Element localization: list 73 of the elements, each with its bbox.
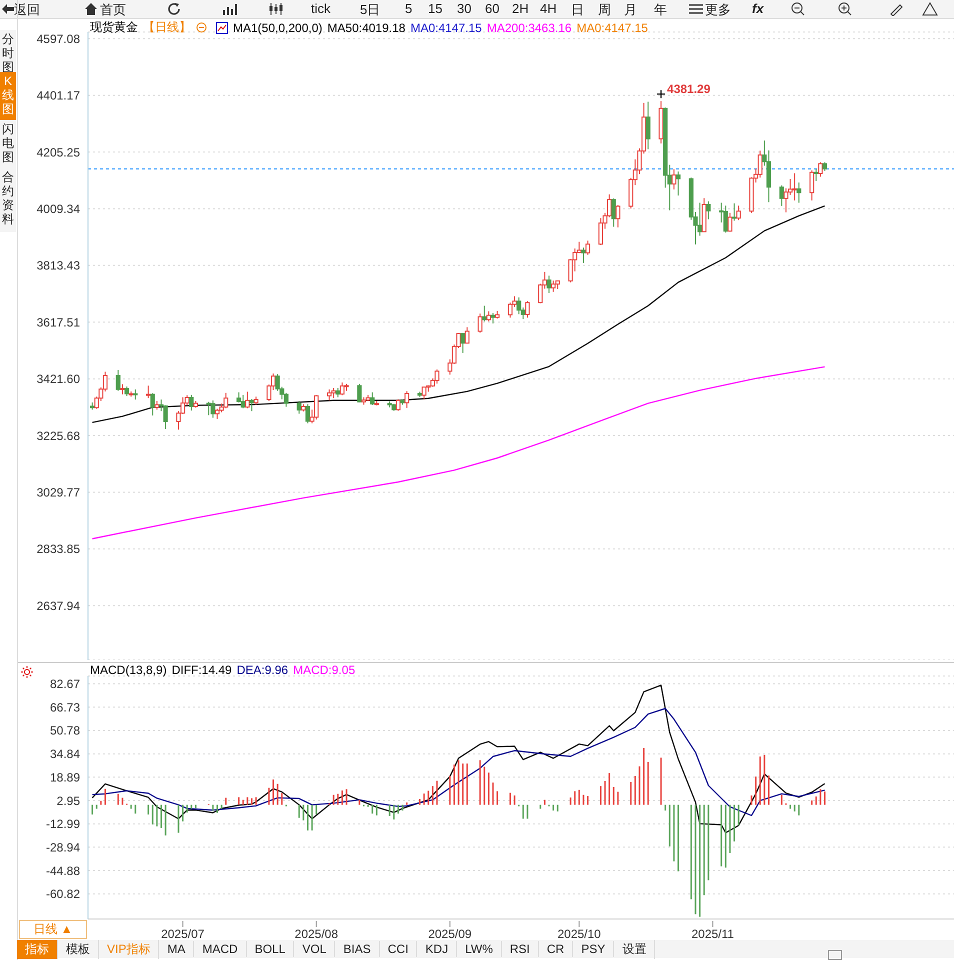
annotation: MA1(50,0,200,0) xyxy=(233,20,322,34)
x-tick-label: 2025/07 xyxy=(161,927,205,941)
text: DIFF:14.49 xyxy=(172,663,232,677)
text: 模板 xyxy=(58,940,99,958)
text: 30 xyxy=(457,1,472,16)
x-tick-label: 2025/08 xyxy=(294,927,338,941)
text: 周 xyxy=(598,1,611,19)
text: 15 xyxy=(428,1,442,16)
text: MACD xyxy=(194,941,247,957)
y-tick-label: 2.95 xyxy=(56,794,80,808)
y-tick-label: 50.78 xyxy=(50,724,80,738)
y-tick-label: 3617.51 xyxy=(36,315,80,330)
text: CR xyxy=(538,941,574,957)
y-tick-label: -60.82 xyxy=(46,887,80,902)
chart-title: 现货黄金 xyxy=(90,19,138,36)
y-tick-label: 4401.17 xyxy=(36,88,80,103)
y-tick-label: -28.94 xyxy=(46,840,80,854)
text: 合约资料 xyxy=(1,170,15,226)
text: 5日 xyxy=(360,1,380,19)
y-tick-label: 3813.43 xyxy=(36,258,80,273)
y-tick-label: 82.67 xyxy=(50,677,80,692)
text: 日线 ▲ xyxy=(19,920,87,939)
y-tick-label: 2637.94 xyxy=(36,598,80,613)
text: 更多 xyxy=(705,1,731,19)
y-tick-label: 66.73 xyxy=(50,700,80,714)
text: MA xyxy=(159,941,194,957)
y-tick-label: 4205.25 xyxy=(36,145,80,160)
y-tick-label: 18.89 xyxy=(50,770,80,784)
text: KDJ xyxy=(417,941,458,957)
x-tick-label: 2025/10 xyxy=(557,927,602,941)
text: 2H xyxy=(512,1,529,16)
text: CCI xyxy=(380,941,418,957)
text: 设置 xyxy=(614,940,656,958)
annotation: MA0:4147.15 xyxy=(410,20,482,34)
text: BIAS xyxy=(335,941,380,957)
text: VIP指标 xyxy=(99,940,160,958)
y-tick-label: 34.84 xyxy=(50,747,80,762)
annotation: 【日线】 xyxy=(143,19,191,36)
text: RSI xyxy=(502,941,539,957)
text: 闪电图 xyxy=(1,122,15,164)
text: 首页 xyxy=(100,1,126,19)
y-tick-label: 3225.68 xyxy=(36,428,80,443)
chart-title: MACD(13,8,9) xyxy=(90,663,167,677)
text: PSY xyxy=(573,941,614,957)
y-tick-label: 3029.77 xyxy=(36,485,80,500)
text: LW% xyxy=(457,941,502,957)
x-tick-label: 2025/09 xyxy=(428,927,472,941)
text: MA50:4019.18 xyxy=(327,20,406,34)
text: tick xyxy=(311,1,330,16)
y-tick-label: 4009.34 xyxy=(36,202,80,216)
y-tick-label: -12.99 xyxy=(46,817,80,832)
y-tick-label: 3421.60 xyxy=(36,372,80,386)
y-tick-label: 4597.08 xyxy=(36,32,80,46)
text: 月 xyxy=(624,1,637,19)
y-tick-label: 2833.85 xyxy=(36,542,80,556)
text: 60 xyxy=(485,1,500,16)
annotation: MA0:4147.15 xyxy=(576,20,648,34)
text: 分时图 xyxy=(0,32,16,74)
text: 指标 xyxy=(17,940,58,958)
annotation: MACD:9.05 xyxy=(293,663,356,677)
text: 4H xyxy=(540,1,557,16)
annotation: 4381.29 xyxy=(667,82,711,96)
text: K线图 xyxy=(1,74,15,116)
x-tick-label: 2025/11 xyxy=(691,927,734,941)
text: BOLL xyxy=(246,941,294,957)
text: 日 xyxy=(571,1,584,19)
y-tick-label: -44.88 xyxy=(46,864,80,878)
text: 年 xyxy=(654,1,667,19)
text: 5 xyxy=(405,1,412,16)
text: fx xyxy=(752,1,764,16)
text: DEA:9.96 xyxy=(236,663,288,677)
text: VOL xyxy=(294,941,336,957)
text: MA200:3463.16 xyxy=(486,20,572,34)
